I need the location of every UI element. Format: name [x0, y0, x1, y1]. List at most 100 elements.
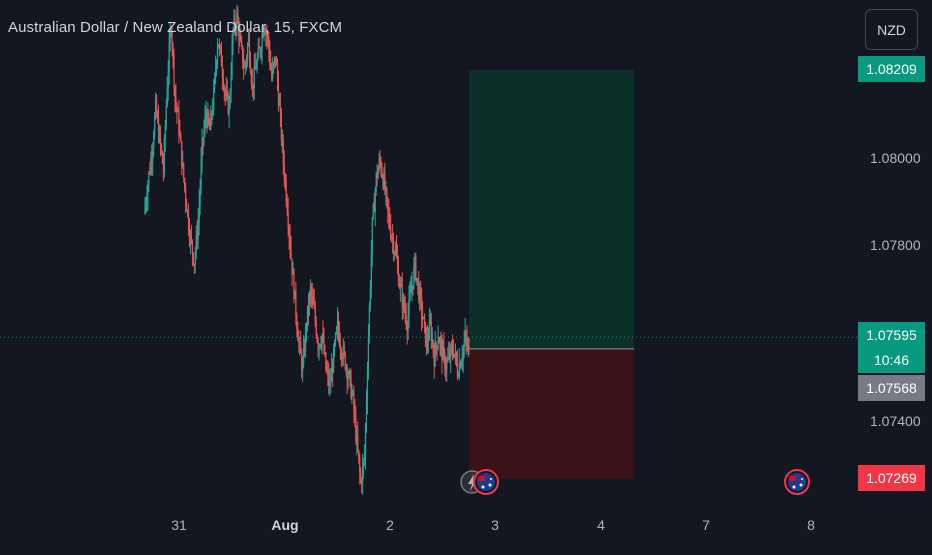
candle — [388, 198, 390, 230]
candle — [351, 383, 353, 405]
candle — [345, 363, 347, 378]
candle — [462, 344, 464, 373]
candle — [446, 357, 448, 382]
candle — [177, 106, 179, 112]
candle — [297, 321, 299, 342]
candle — [226, 79, 228, 100]
candle — [361, 477, 363, 494]
candle — [459, 360, 461, 370]
candle — [285, 174, 287, 208]
candle — [174, 85, 176, 112]
candle — [321, 333, 323, 355]
candle — [382, 173, 384, 191]
candle — [410, 276, 412, 294]
candle — [317, 336, 319, 358]
candle — [304, 322, 307, 359]
candle — [167, 60, 169, 101]
candle — [430, 312, 432, 350]
candle — [376, 163, 378, 187]
candle — [256, 52, 258, 74]
candle — [144, 197, 146, 215]
candle — [178, 100, 180, 144]
candle — [435, 340, 437, 356]
candle — [384, 162, 386, 196]
candle — [277, 70, 280, 112]
candle — [448, 341, 450, 361]
candle — [191, 239, 193, 267]
candle — [206, 108, 208, 134]
candle — [397, 255, 400, 287]
candle — [452, 339, 455, 359]
candle — [187, 203, 190, 236]
candle — [399, 276, 401, 303]
candle — [466, 325, 468, 352]
candle — [461, 345, 463, 371]
candle — [205, 100, 207, 128]
candle — [465, 329, 467, 355]
candle — [175, 83, 177, 114]
candle — [440, 331, 442, 357]
candle — [380, 156, 382, 178]
candle — [227, 90, 229, 116]
australia-flag-icon[interactable] — [473, 469, 499, 495]
candle — [344, 350, 346, 372]
candle — [202, 137, 204, 156]
candle — [434, 331, 436, 368]
candle — [393, 250, 396, 261]
x-tick-label: Aug — [271, 517, 299, 533]
candle — [249, 51, 252, 75]
candle — [289, 224, 291, 259]
candle — [415, 252, 417, 283]
candle — [230, 62, 232, 104]
candle — [225, 77, 227, 102]
candle — [199, 178, 201, 215]
candle — [148, 170, 150, 193]
candle — [252, 83, 254, 101]
x-tick-label: 3 — [491, 517, 499, 533]
candle — [212, 98, 214, 120]
currency-button[interactable]: NZD — [865, 9, 918, 50]
candle — [406, 320, 408, 345]
symbol-title[interactable]: Australian Dollar / New Zealand Dollar, … — [8, 19, 343, 36]
candle — [243, 48, 245, 80]
candle — [156, 110, 159, 125]
candle — [229, 88, 231, 110]
candle — [305, 322, 308, 343]
candle — [457, 370, 459, 379]
candle — [325, 352, 327, 373]
loss-zone[interactable] — [469, 348, 634, 479]
target-price-label: 1.08209 — [858, 56, 925, 82]
entry-price-label: 1.07568 — [858, 375, 925, 401]
candle — [203, 119, 205, 147]
candle — [332, 358, 334, 388]
candle — [283, 150, 285, 188]
profit-zone[interactable] — [469, 70, 634, 349]
candle — [383, 167, 385, 190]
x-tick-label: 7 — [702, 517, 710, 533]
candle — [349, 369, 351, 388]
candle — [201, 128, 203, 174]
candle — [327, 360, 329, 387]
candle — [251, 68, 253, 98]
candle — [372, 202, 374, 220]
candle — [341, 353, 343, 366]
australia-flag-icon[interactable] — [784, 469, 810, 495]
candle — [443, 332, 445, 364]
candle — [266, 24, 268, 50]
candle — [301, 348, 303, 379]
candle — [166, 76, 168, 108]
candle — [147, 180, 149, 211]
candle — [403, 294, 405, 314]
y-tick-label: 1.07400 — [870, 413, 921, 429]
candle — [274, 55, 276, 70]
candle — [356, 425, 358, 456]
candle — [149, 161, 151, 176]
candle — [363, 457, 365, 479]
candle — [360, 467, 362, 484]
candle — [188, 218, 191, 248]
candle — [146, 185, 148, 212]
candle — [339, 332, 341, 360]
candle — [353, 385, 355, 424]
